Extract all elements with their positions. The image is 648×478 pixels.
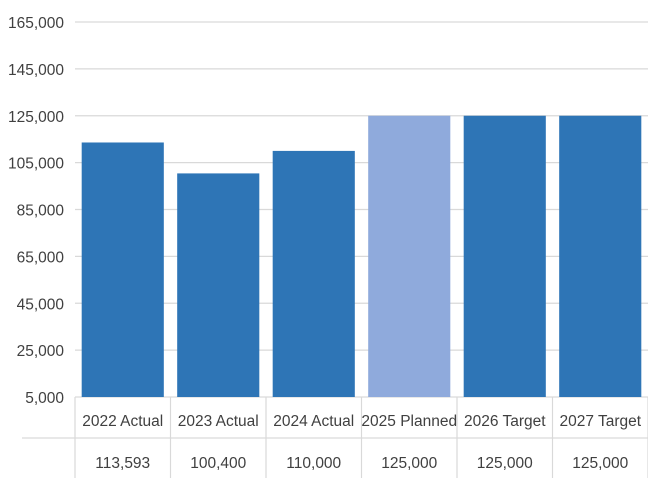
y-tick-label: 85,000 <box>17 203 65 220</box>
gridlines <box>75 21 648 398</box>
y-tick-label: 145,000 <box>8 62 64 79</box>
bar <box>177 173 260 397</box>
category-label: 2024 Actual <box>273 413 354 430</box>
y-tick-label: 65,000 <box>17 249 65 266</box>
value-labels: 113,593 100,400 110,000 125,000 125,000 125,0… <box>95 455 628 472</box>
bar <box>272 150 355 397</box>
value-label: 100,400 <box>190 455 246 472</box>
category-label: 2025 Planned <box>361 413 457 430</box>
y-tick-label: 45,000 <box>17 296 65 313</box>
data-table-lines <box>22 397 648 478</box>
value-label: 125,000 <box>572 455 628 472</box>
y-tick-label: 165,000 <box>8 15 64 32</box>
y-tick-label: 125,000 <box>8 109 64 126</box>
category-label: 2026 Target <box>464 413 546 430</box>
bar <box>81 142 164 397</box>
bar <box>463 115 546 397</box>
value-label: 125,000 <box>381 455 437 472</box>
bar <box>368 115 451 397</box>
value-label: 110,000 <box>286 455 341 472</box>
y-axis-labels: 5,000 25,000 45,000 65,000 85,000 105,000 125,… <box>8 15 64 407</box>
category-label: 2022 Actual <box>82 413 163 430</box>
y-tick-label: 5,000 <box>25 390 64 407</box>
value-label: 125,000 <box>477 455 533 472</box>
bar <box>559 115 642 397</box>
bars <box>81 115 642 397</box>
value-label: 113,593 <box>95 455 150 472</box>
category-label: 2027 Target <box>559 413 641 430</box>
y-tick-label: 105,000 <box>8 156 64 173</box>
category-labels: 2022 Actual 2023 Actual 2024 Actual 2025 Pl… <box>82 413 641 430</box>
y-tick-label: 25,000 <box>17 343 65 360</box>
category-label: 2023 Actual <box>178 413 259 430</box>
